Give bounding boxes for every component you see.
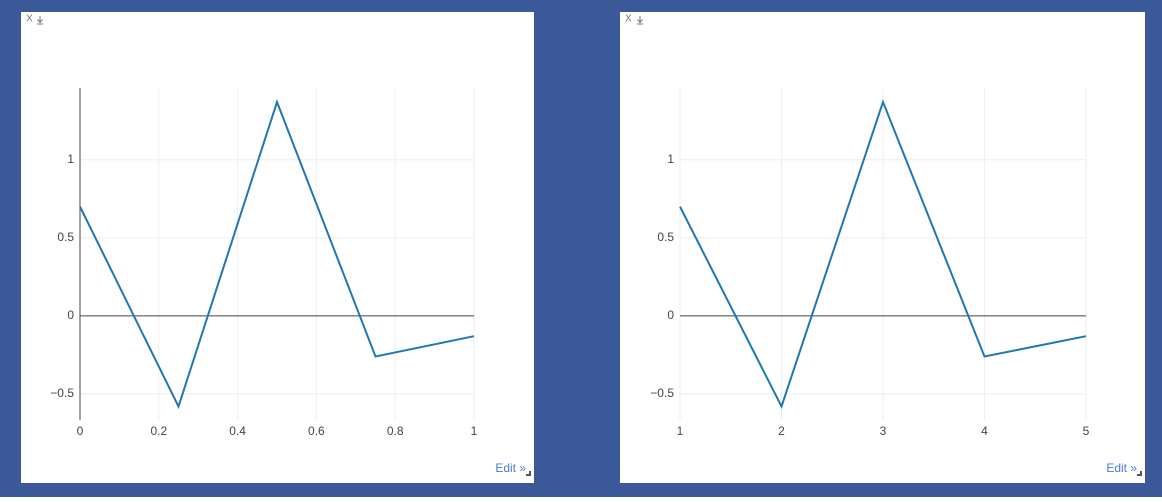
y-tick-label: −0.5 xyxy=(650,386,674,400)
resize-handle xyxy=(526,471,531,476)
x-tick-label: 0.8 xyxy=(387,424,404,438)
close-button[interactable]: X xyxy=(625,14,632,25)
y-tick-label: 0 xyxy=(67,308,74,322)
x-tick-label: 0.2 xyxy=(150,424,167,438)
y-tick-label: 0.5 xyxy=(657,230,674,244)
edit-link[interactable]: Edit » xyxy=(1106,461,1137,475)
x-tick-label: 2 xyxy=(778,424,785,438)
y-tick-label: 0.5 xyxy=(57,230,74,244)
download-icon[interactable] xyxy=(637,16,643,25)
line-series xyxy=(679,99,1087,410)
x-tick-label: 5 xyxy=(1083,424,1090,438)
y-tick-label: 1 xyxy=(667,152,674,166)
x-tick-label: 4 xyxy=(981,424,988,438)
line-series xyxy=(79,99,475,410)
x-tick-label: 1 xyxy=(471,424,478,438)
close-button[interactable]: X xyxy=(26,14,33,25)
download-icon[interactable] xyxy=(37,16,43,25)
resize-handle xyxy=(1137,471,1142,476)
y-tick-label: 0 xyxy=(667,308,674,322)
y-tick-label: 1 xyxy=(67,152,74,166)
x-tick-label: 0.6 xyxy=(308,424,325,438)
x-tick-label: 3 xyxy=(880,424,887,438)
edit-link[interactable]: Edit » xyxy=(495,461,526,475)
y-tick-label: −0.5 xyxy=(50,386,74,400)
x-tick-label: 0.4 xyxy=(229,424,246,438)
x-tick-label: 0 xyxy=(77,424,84,438)
x-tick-label: 1 xyxy=(677,424,684,438)
panel xyxy=(21,12,534,483)
